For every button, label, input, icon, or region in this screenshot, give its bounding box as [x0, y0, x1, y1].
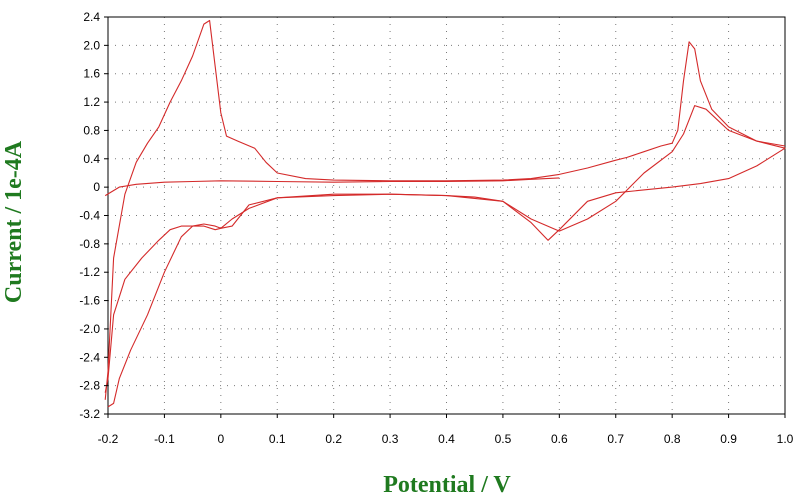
y-tick-label: -1.2	[79, 265, 100, 279]
x-tick-label: 1.0	[777, 432, 794, 446]
x-tick-label: 0.6	[551, 432, 568, 446]
x-tick-label: 0	[217, 432, 224, 446]
y-tick-label: -0.4	[79, 209, 100, 223]
series-layer	[104, 19, 786, 408]
x-tick-label: 0.1	[269, 432, 286, 446]
y-tick-label: -1.6	[79, 294, 100, 308]
y-axis-title: Current / 1e-4A	[1, 140, 27, 303]
y-tick-label: 1.2	[83, 95, 100, 109]
x-tick-label: 0.9	[720, 432, 737, 446]
y-tick-label: -2.0	[79, 322, 100, 336]
y-tick-label: -2.8	[79, 379, 100, 393]
x-tick-label: 0.4	[438, 432, 455, 446]
x-tick-label: 0.7	[607, 432, 624, 446]
y-tick-label: 0.4	[83, 152, 100, 166]
y-tick-label: 2.4	[83, 10, 100, 24]
y-tick-label: -3.2	[79, 407, 100, 421]
y-tick-label: 1.6	[83, 67, 100, 81]
x-axis-ticks: -0.2 -0.1 0 0.1 0.2 0.3 0.4 0.5 0.6 0.7 0.8 0.9 1.0	[98, 414, 794, 446]
x-tick-label: 0.8	[664, 432, 681, 446]
y-tick-label: 2.0	[83, 38, 100, 52]
y-axis-ticks: 2.4 2.0 1.6 1.2 0.8 0.4 0 -0.4 -0.8 -1.2 -1.6 -2.0 -…	[79, 10, 108, 421]
x-tick-label: 0.5	[495, 432, 512, 446]
cv-curve-3	[104, 177, 560, 197]
x-axis-title: Potential / V	[383, 472, 511, 498]
cv-curve-1	[104, 19, 786, 408]
x-tick-label: -0.1	[154, 432, 175, 446]
y-tick-label: -0.8	[79, 237, 100, 251]
x-tick-label: 0.2	[325, 432, 342, 446]
y-tick-label: -2.4	[79, 350, 100, 364]
y-tick-label: 0.8	[83, 123, 100, 137]
y-tick-label: 0	[93, 180, 100, 194]
cv-curve-2	[104, 105, 786, 393]
x-tick-label: 0.3	[382, 432, 399, 446]
x-tick-label: -0.2	[98, 432, 119, 446]
grid	[108, 17, 785, 414]
